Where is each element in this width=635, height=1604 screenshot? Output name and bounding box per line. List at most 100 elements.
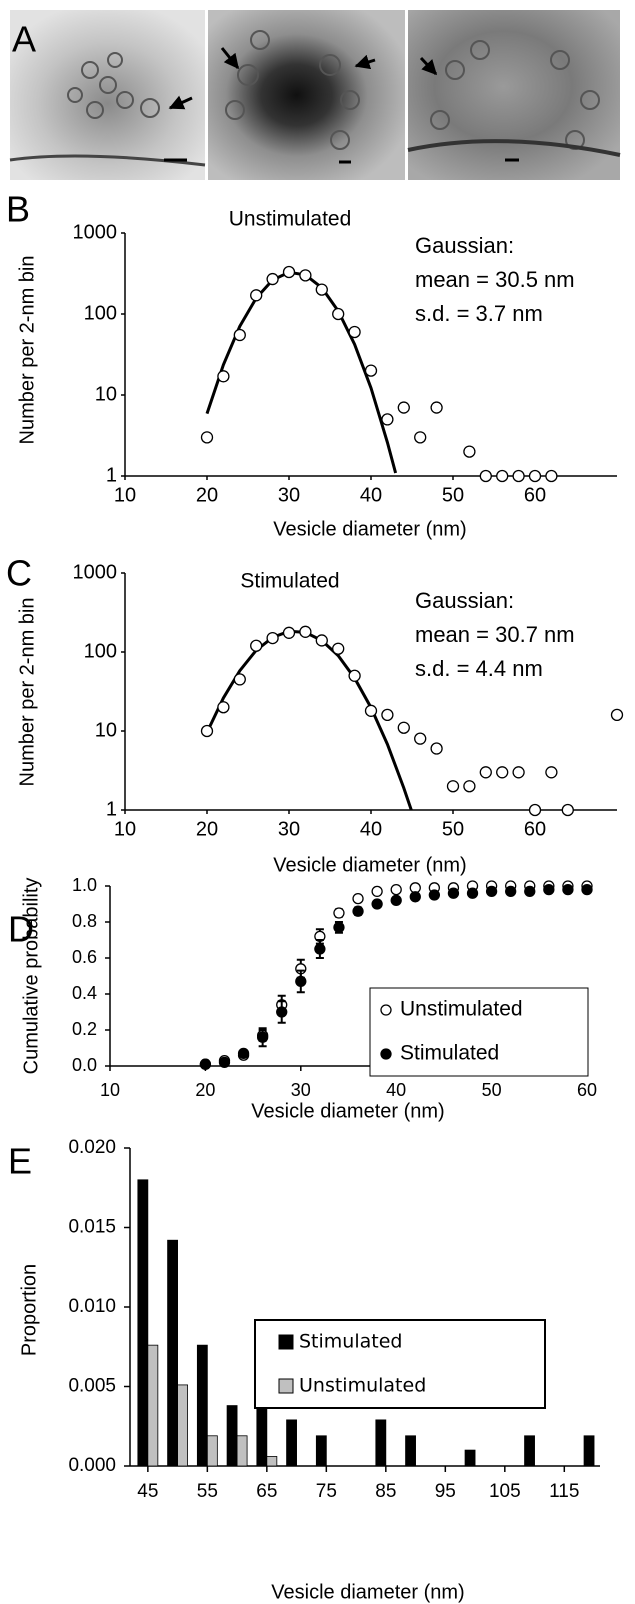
micrograph (208, 10, 405, 180)
data-point (430, 742, 443, 755)
arrows (168, 47, 438, 110)
data-point (485, 885, 498, 898)
x-tick-label: 10 (114, 818, 136, 840)
data-point (562, 883, 574, 896)
legend-swatch (278, 1378, 294, 1394)
data-point (466, 887, 479, 899)
membrane (407, 139, 621, 157)
data-point (332, 307, 345, 321)
data-point (315, 283, 328, 296)
data-point (276, 1006, 288, 1018)
bar (266, 1456, 278, 1467)
x-tick-label: 45 (137, 1481, 158, 1502)
bar (236, 1435, 248, 1467)
data-point (381, 413, 394, 426)
chart-title: Stimulated (240, 570, 339, 593)
annotation: mean = 30.7 nm (415, 622, 575, 647)
data-point (581, 883, 593, 896)
y-tick-label: 0.2 (72, 1019, 97, 1039)
data-point (237, 1047, 250, 1060)
data-point (200, 431, 214, 444)
legend-label: Unstimulated (400, 998, 523, 1021)
bar (524, 1435, 535, 1467)
x-tick-label: 40 (360, 818, 382, 840)
chart-title: Unstimulated (229, 208, 352, 231)
micrograph (10, 10, 205, 180)
data-point (479, 469, 492, 483)
x-tick-label: 50 (442, 818, 464, 840)
data-point (390, 883, 402, 896)
bar (226, 1405, 238, 1467)
legend-box (254, 1319, 546, 1409)
data-point (430, 401, 443, 414)
data-point (250, 289, 263, 302)
legend-marker (380, 1048, 392, 1060)
x-axis-label: Vesicle diameter (nm) (271, 1581, 464, 1603)
panel-letter: B (6, 189, 30, 230)
y-tick-label: 0.000 (68, 1455, 116, 1476)
data-point (299, 269, 312, 282)
y-tick-label: 0.005 (68, 1376, 116, 1397)
data-point (390, 894, 402, 907)
panel-letter: A (12, 19, 36, 60)
y-tick-label: 0.6 (72, 947, 97, 967)
bar (375, 1419, 387, 1467)
panel-letter: E (8, 1141, 32, 1182)
data-point (543, 883, 555, 896)
micrographs (9, 10, 621, 180)
data-point (314, 943, 326, 955)
data-point (512, 766, 525, 779)
legend-label: Stimulated (299, 1331, 402, 1353)
data-point (528, 469, 542, 483)
data-point (348, 325, 361, 339)
data-point (463, 780, 476, 793)
x-tick-label: 95 (435, 1481, 456, 1502)
data-point (397, 721, 410, 734)
x-tick-label: 50 (442, 484, 464, 506)
bar (315, 1435, 327, 1467)
y-tick-label: 10 (95, 719, 117, 741)
data-point (524, 885, 536, 898)
x-tick-label: 60 (524, 484, 546, 506)
y-tick-label: 1000 (73, 221, 118, 243)
bar (177, 1384, 188, 1467)
data-point (428, 889, 441, 901)
data-point (505, 885, 517, 898)
data-point (266, 272, 279, 286)
data-point (233, 673, 246, 686)
y-axis-label: Cumulative probability (20, 878, 42, 1075)
x-tick-label: 60 (524, 818, 546, 840)
annotation: Gaussian: (415, 233, 514, 258)
data-point (414, 431, 427, 444)
x-tick-label: 20 (196, 818, 218, 840)
y-tick-label: 1000 (73, 561, 118, 583)
annotation: Gaussian: (415, 588, 514, 613)
data-point (447, 887, 460, 899)
data-point (332, 642, 345, 655)
y-tick-label: 100 (84, 640, 117, 662)
y-tick-label: 0.010 (68, 1296, 116, 1317)
x-tick-label: 55 (197, 1481, 218, 1502)
x-tick-label: 20 (196, 484, 218, 506)
vesicles (67, 30, 600, 150)
bar (196, 1344, 208, 1467)
chart-panel: 0.000 0.005 0.010 0.015 0.020 45 55 65 75 85 95 105… (18, 1137, 600, 1603)
data-point (250, 639, 263, 652)
data-point (446, 780, 460, 793)
y-tick-label: 0.4 (72, 983, 97, 1003)
data-point (256, 1031, 269, 1043)
y-tick-label: 100 (84, 302, 117, 324)
x-axis-label: Vesicle diameter (nm) (273, 518, 466, 540)
x-tick-label: 10 (114, 484, 136, 506)
bar (206, 1435, 218, 1467)
chart-panel: 0.0 0.2 0.4 0.6 0.8 1.0 10 20 30 40 50 60 Vesicle di… (20, 875, 597, 1123)
data-point (315, 634, 328, 647)
data-point (218, 1056, 231, 1069)
annotation: s.d. = 3.7 nm (415, 301, 543, 326)
data-point (352, 905, 364, 917)
data-point (397, 401, 410, 414)
scale-bars (164, 158, 519, 164)
data-point (299, 625, 312, 638)
y-tick-label: 0.0 (72, 1055, 97, 1075)
